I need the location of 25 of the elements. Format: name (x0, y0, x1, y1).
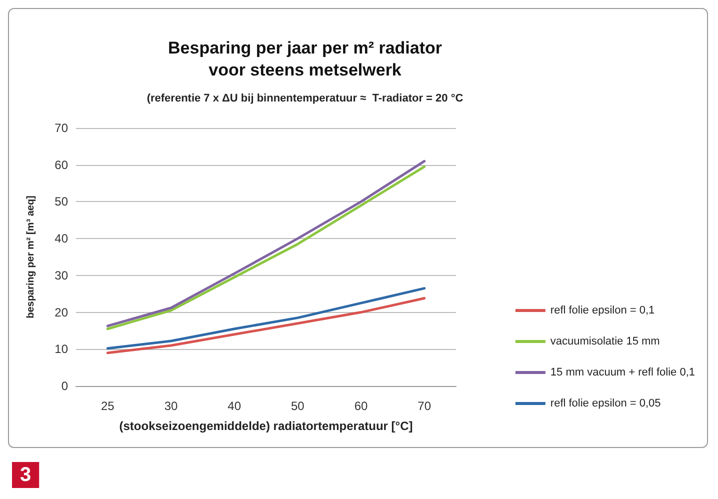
legend-label: vacuumisolatie 15 mm (550, 336, 660, 348)
y-tick-label: 40 (54, 232, 68, 246)
x-tick-label: 60 (354, 399, 368, 413)
y-tick-label: 0 (61, 379, 68, 393)
legend-label: refl folie epsilon = 0,1 (550, 304, 655, 316)
text: 3 (20, 464, 32, 486)
x-tick-label: 30 (164, 399, 178, 413)
legend-label: refl folie epsilon = 0,05 (550, 398, 661, 410)
y-tick-label: 30 (54, 268, 68, 282)
x-axis-title: (stookseizoengemiddelde) radiatortemperatuur [°C] (119, 419, 413, 433)
y-axis-title: besparing per m² [m³ aeq] (26, 196, 36, 318)
y-tick-label: 60 (54, 158, 68, 172)
y-tick-label: 50 (54, 194, 68, 209)
chart-title: Besparing per jaar per m² radiator voor steens metselwerk (168, 38, 442, 80)
x-tick-label: 25 (100, 399, 115, 413)
x-tick-label: 40 (228, 399, 242, 413)
chart-subtitle: (referentie 7 x ΔU bij binnentemperatuur ≈ T-radiator = 20 °C (146, 92, 464, 104)
x-tick-label: 70 (418, 399, 432, 413)
y-tick-label: 20 (54, 305, 68, 320)
line-series (106, 297, 426, 354)
line-series (106, 287, 426, 350)
legend-label: 15 mm vacuum + refl folie 0,1 (550, 366, 696, 378)
y-tick-label: 70 (54, 121, 68, 135)
y-tick-label: 10 (54, 342, 68, 356)
x-tick-label: 50 (290, 399, 305, 413)
